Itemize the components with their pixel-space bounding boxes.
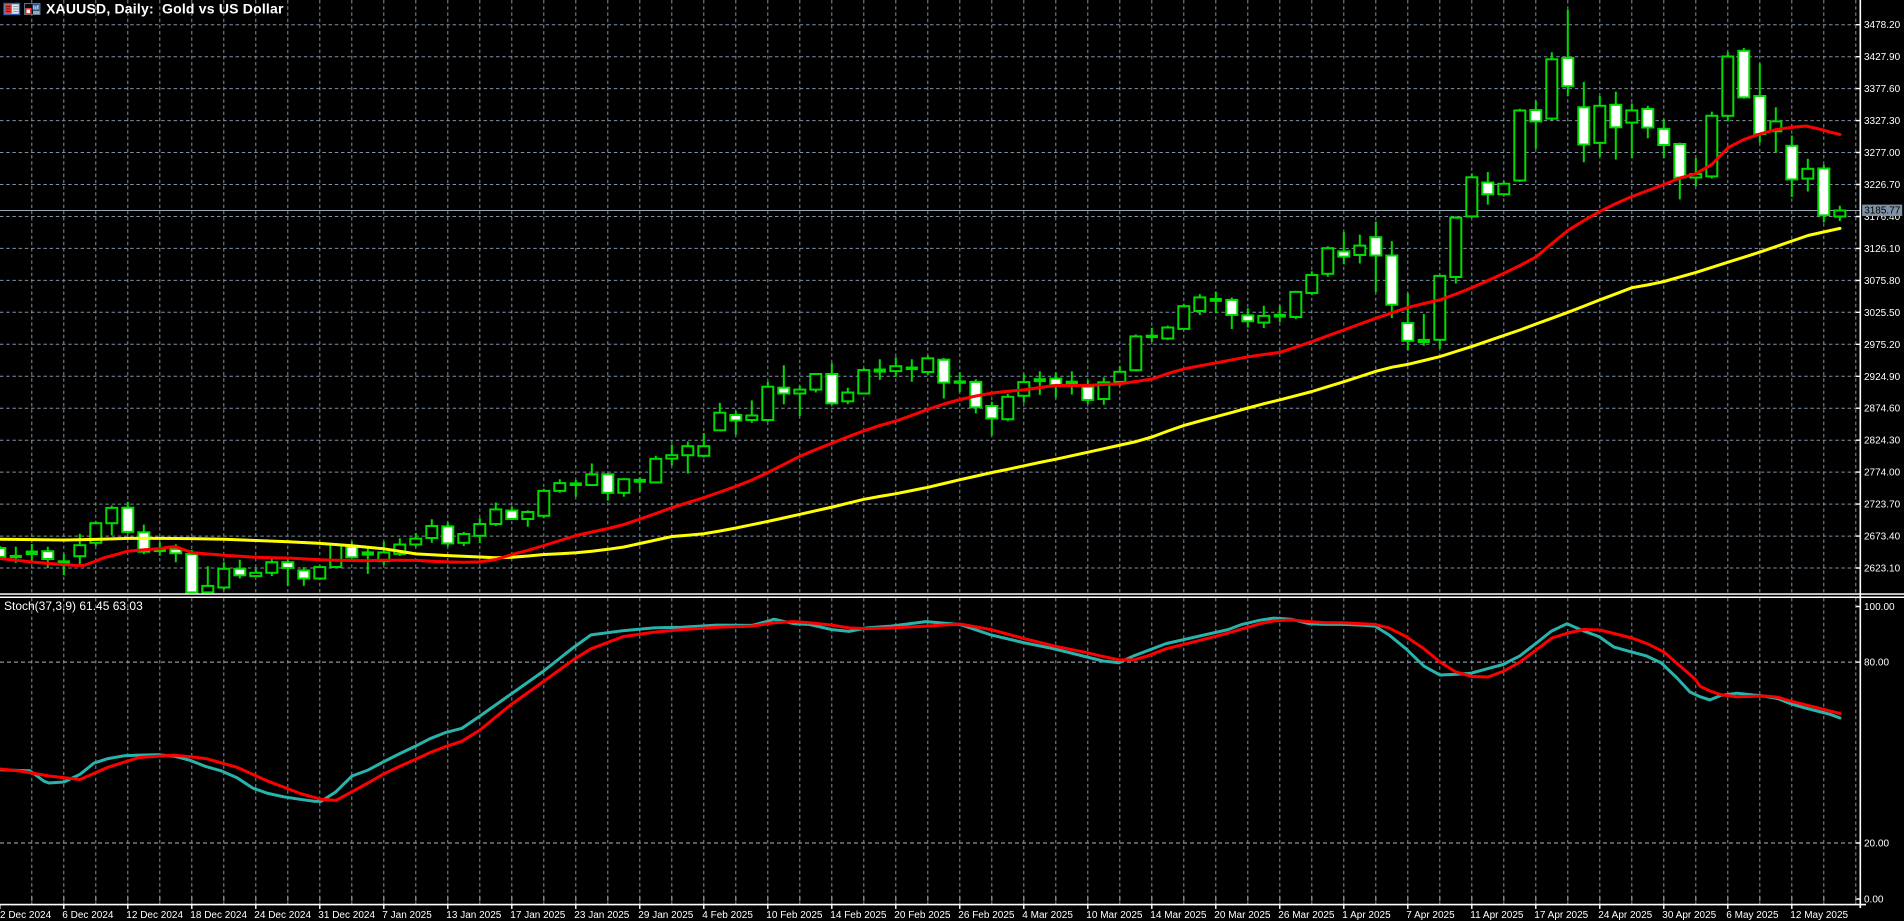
svg-text:3377.60: 3377.60 [1864, 84, 1901, 95]
svg-text:17 Jan 2025: 17 Jan 2025 [510, 910, 565, 921]
svg-text:20.00: 20.00 [1864, 839, 1889, 850]
svg-text:29 Jan 2025: 29 Jan 2025 [638, 910, 693, 921]
svg-text:3075.80: 3075.80 [1864, 276, 1901, 287]
svg-text:6 Dec 2024: 6 Dec 2024 [62, 910, 114, 921]
svg-text:0.00: 0.00 [1864, 895, 1884, 906]
svg-text:2924.90: 2924.90 [1864, 372, 1901, 383]
svg-text:3176.40: 3176.40 [1864, 212, 1901, 223]
svg-text:2723.70: 2723.70 [1864, 500, 1901, 511]
svg-text:10 Feb 2025: 10 Feb 2025 [766, 910, 823, 921]
svg-text:3126.10: 3126.10 [1864, 244, 1901, 255]
svg-text:20 Feb 2025: 20 Feb 2025 [894, 910, 951, 921]
svg-text:2874.60: 2874.60 [1864, 404, 1901, 415]
svg-text:100.00: 100.00 [1864, 602, 1895, 613]
svg-text:2623.10: 2623.10 [1864, 564, 1901, 575]
svg-text:3427.90: 3427.90 [1864, 52, 1901, 63]
svg-text:2 Dec 2024: 2 Dec 2024 [0, 910, 52, 921]
svg-text:18 Dec 2024: 18 Dec 2024 [190, 910, 247, 921]
svg-text:3478.20: 3478.20 [1864, 20, 1901, 31]
svg-text:3185.77: 3185.77 [1864, 206, 1901, 217]
svg-text:XAUUSD, Daily: Gold vs US Dol: XAUUSD, Daily: Gold vs US Dollar [46, 1, 284, 17]
svg-text:1 Apr 2025: 1 Apr 2025 [1342, 910, 1391, 921]
svg-text:14 Feb 2025: 14 Feb 2025 [830, 910, 887, 921]
svg-text:12 Dec 2024: 12 Dec 2024 [126, 910, 183, 921]
svg-text:26 Mar 2025: 26 Mar 2025 [1278, 910, 1335, 921]
svg-text:4 Feb 2025: 4 Feb 2025 [702, 910, 753, 921]
svg-text:2975.20: 2975.20 [1864, 340, 1901, 351]
svg-text:24 Dec 2024: 24 Dec 2024 [254, 910, 311, 921]
svg-text:26 Feb 2025: 26 Feb 2025 [958, 910, 1015, 921]
svg-text:31 Dec 2024: 31 Dec 2024 [318, 910, 375, 921]
svg-text:17 Apr 2025: 17 Apr 2025 [1534, 910, 1588, 921]
svg-text:10 Mar 2025: 10 Mar 2025 [1086, 910, 1143, 921]
svg-text:6 May 2025: 6 May 2025 [1726, 910, 1779, 921]
svg-text:20 Mar 2025: 20 Mar 2025 [1214, 910, 1271, 921]
svg-text:23 Jan 2025: 23 Jan 2025 [574, 910, 629, 921]
svg-text:13 Jan 2025: 13 Jan 2025 [446, 910, 501, 921]
svg-text:3277.00: 3277.00 [1864, 148, 1901, 159]
svg-text:2774.00: 2774.00 [1864, 468, 1901, 479]
svg-text:7 Apr 2025: 7 Apr 2025 [1406, 910, 1455, 921]
svg-text:2824.30: 2824.30 [1864, 436, 1901, 447]
svg-text:11 Apr 2025: 11 Apr 2025 [1470, 910, 1524, 921]
svg-text:80.00: 80.00 [1864, 658, 1889, 669]
svg-text:12 May 2025: 12 May 2025 [1790, 910, 1848, 921]
svg-text:24 Apr 2025: 24 Apr 2025 [1598, 910, 1652, 921]
svg-text:Stoch(37,3,9) 61.45 63.03: Stoch(37,3,9) 61.45 63.03 [4, 599, 143, 613]
svg-text:14 Mar 2025: 14 Mar 2025 [1150, 910, 1207, 921]
svg-text:3226.70: 3226.70 [1864, 180, 1901, 191]
svg-text:3327.30: 3327.30 [1864, 116, 1901, 127]
svg-text:4 Mar 2025: 4 Mar 2025 [1022, 910, 1073, 921]
svg-text:30 Apr 2025: 30 Apr 2025 [1662, 910, 1716, 921]
svg-text:2673.40: 2673.40 [1864, 532, 1901, 543]
svg-text:3025.50: 3025.50 [1864, 308, 1901, 319]
svg-text:7 Jan 2025: 7 Jan 2025 [382, 910, 432, 921]
